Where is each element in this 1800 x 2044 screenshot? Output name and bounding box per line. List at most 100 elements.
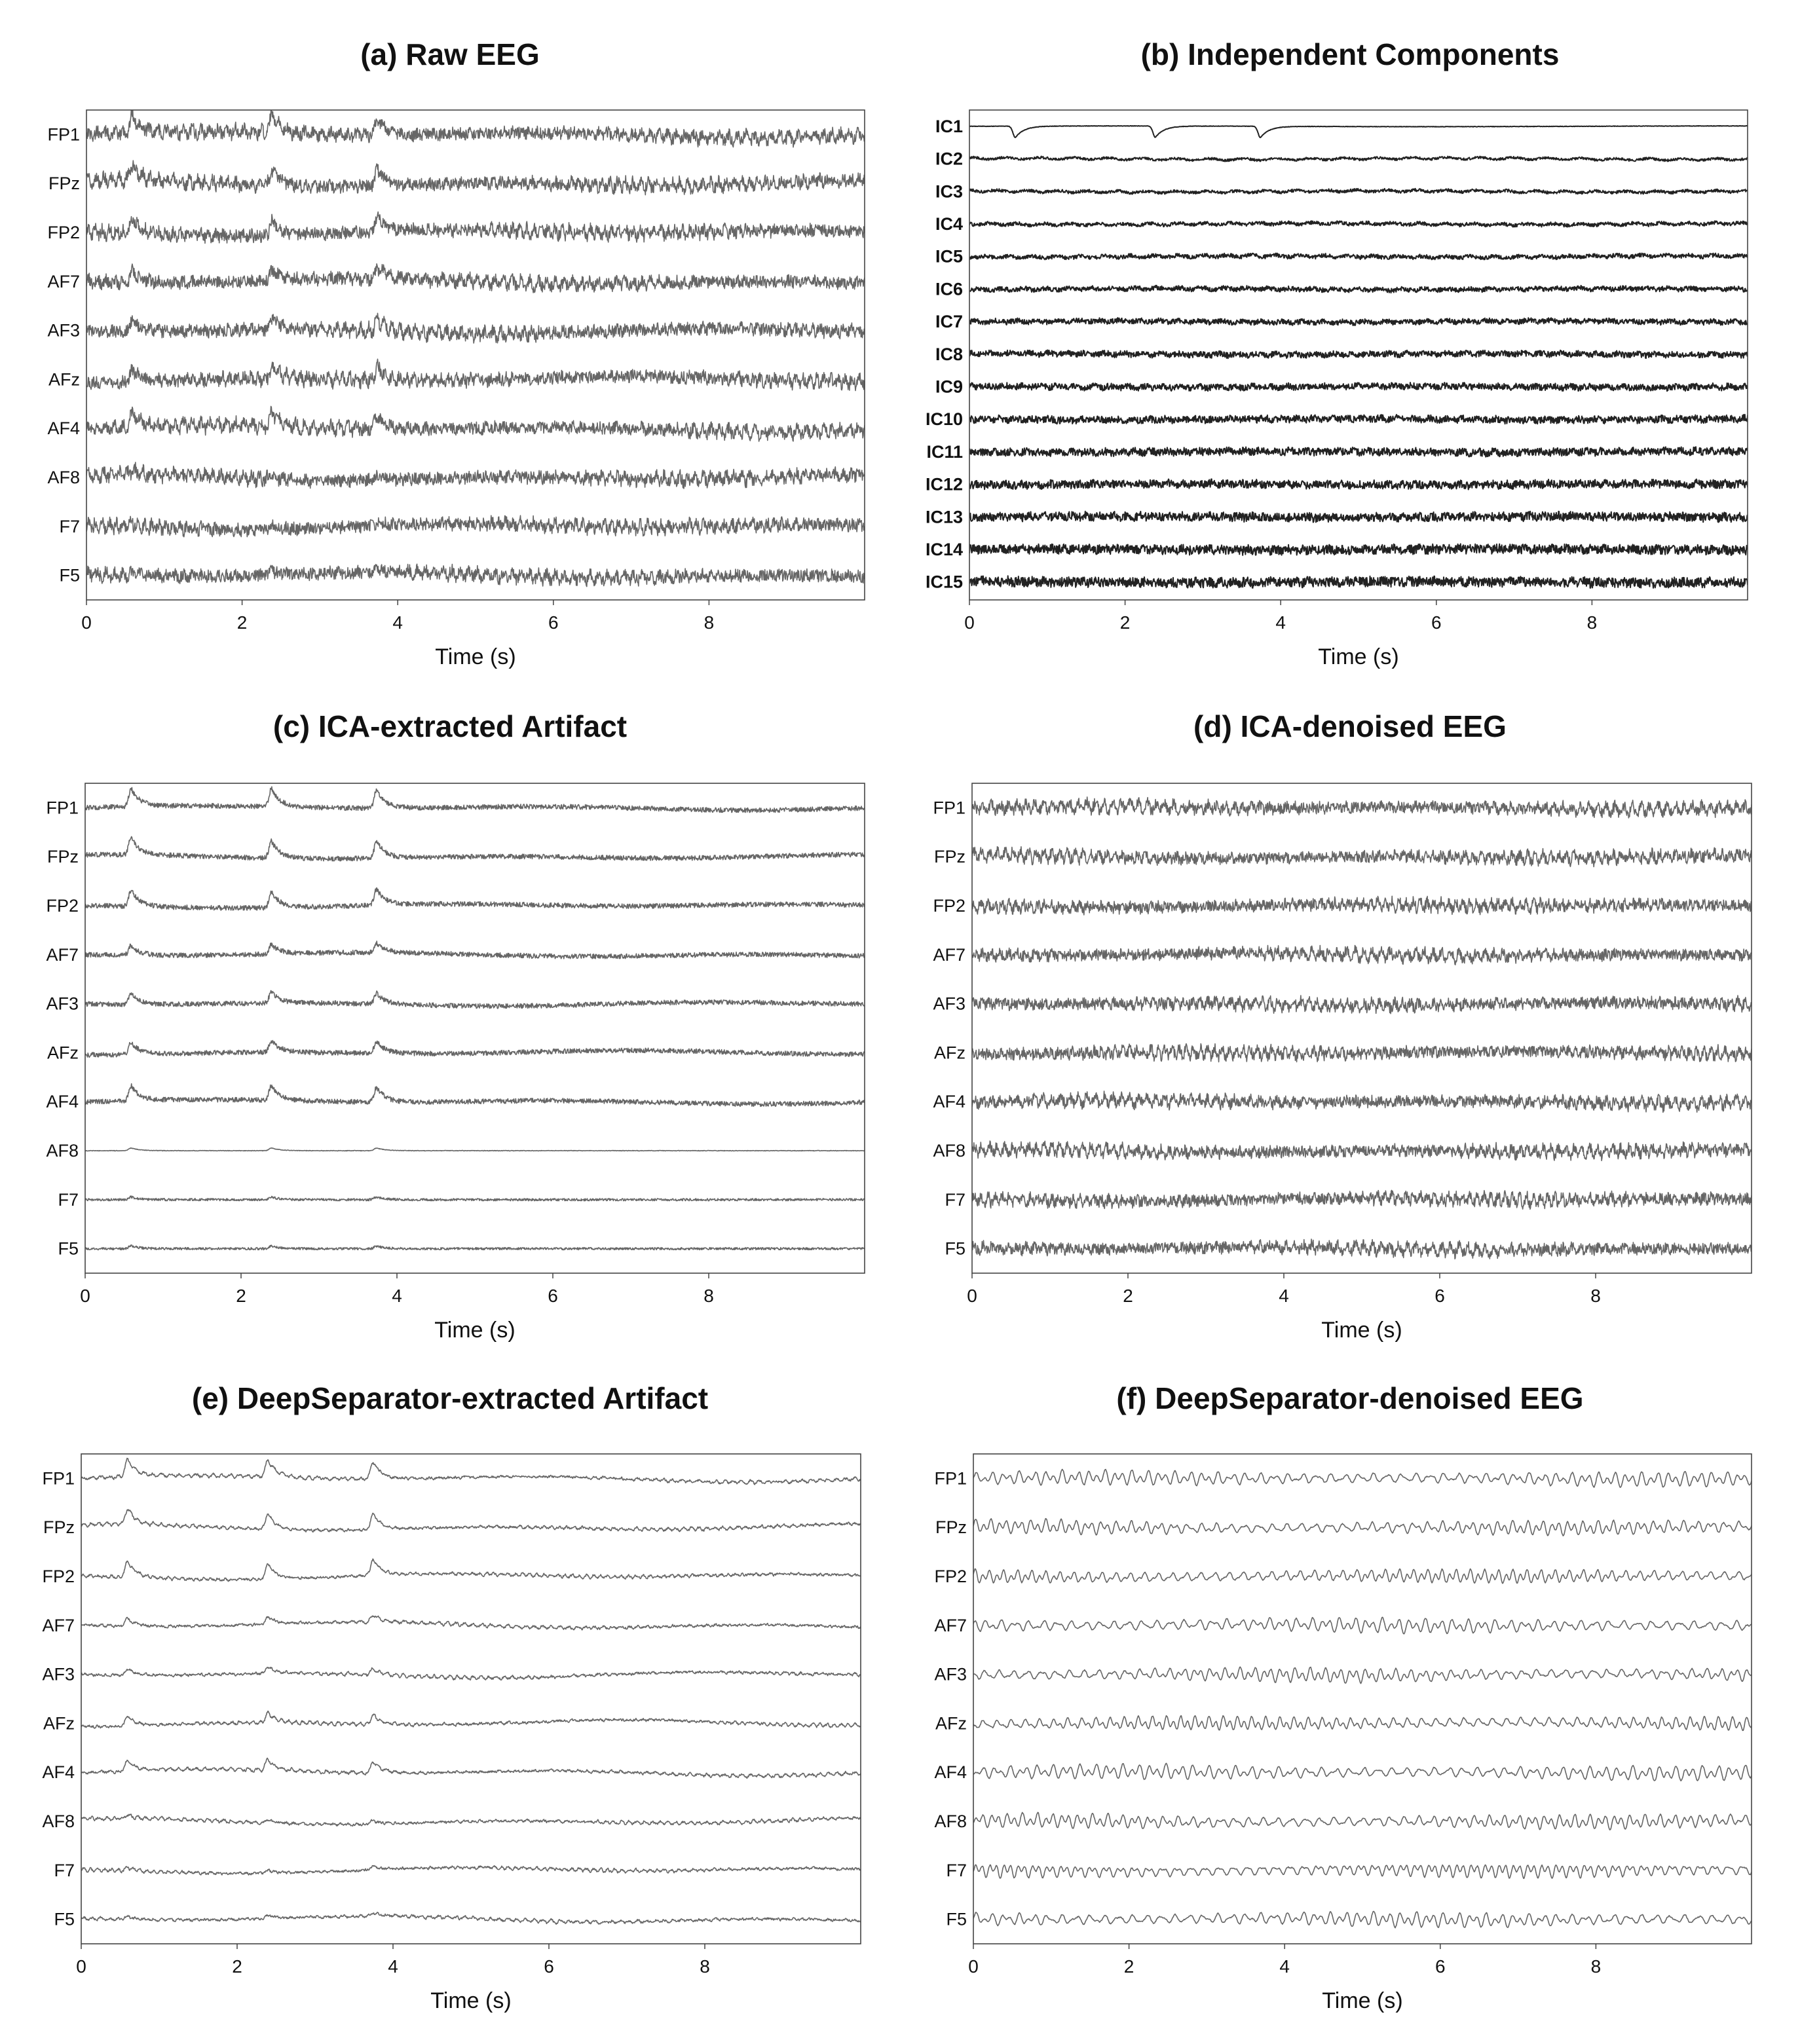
- trace-f7: [972, 1189, 1752, 1210]
- trace-ic9: [969, 382, 1748, 392]
- x-tick-label: 6: [1431, 612, 1442, 633]
- panel-title: (d) ICA-denoised EEG: [1193, 709, 1507, 743]
- plot-frame: [86, 109, 865, 601]
- channel-label: FP1: [42, 1468, 75, 1488]
- trace-ic14: [969, 543, 1748, 556]
- channel-label: AFz: [934, 1043, 966, 1062]
- x-tick-label: 8: [1587, 612, 1598, 633]
- channel-label: AF8: [46, 1141, 79, 1161]
- x-tick-label: 2: [1123, 1286, 1133, 1306]
- trace-af4: [973, 1762, 1752, 1782]
- trace-afz: [81, 1710, 861, 1729]
- trace-af3: [973, 1666, 1752, 1684]
- traces: [85, 786, 865, 1251]
- channel-label: IC9: [935, 377, 963, 396]
- plot-frame: [81, 1453, 861, 1944]
- channel-label: IC7: [935, 312, 963, 331]
- channel-label: AF3: [933, 994, 966, 1014]
- plot-frame: [969, 109, 1748, 601]
- trace-f5: [81, 1911, 861, 1925]
- x-tick-label: 6: [1434, 1286, 1445, 1306]
- channel-label: IC1: [935, 117, 963, 136]
- x-tick-label: 4: [388, 1956, 398, 1977]
- channel-label: F5: [54, 1910, 75, 1929]
- channel-label: AF8: [934, 1812, 967, 1831]
- channel-label: IC2: [935, 149, 963, 169]
- traces: [969, 125, 1748, 589]
- channel-label: AF3: [47, 321, 80, 341]
- x-tick-label: 2: [1120, 612, 1131, 633]
- trace-af4: [972, 1090, 1752, 1113]
- panel-raw-eeg: (a) Raw EEG FP1 FPz FP2 AF7 AF3 AFz AF4 AF8 F7 F5…: [0, 0, 900, 681]
- channel-label: FPz: [43, 1517, 75, 1537]
- trace-fpz: [81, 1509, 861, 1533]
- x-tick-label: 0: [964, 612, 975, 633]
- x-axis-label: Time (s): [1321, 1318, 1402, 1343]
- eeg-plot: FP1 FPz FP2 AF7 AF3 AFz AF4 AF8 F7 F5 0 2 4 6 8 Time (s…: [934, 1453, 1752, 2013]
- channel-label: F5: [59, 566, 80, 585]
- x-axis-label: Time (s): [434, 1318, 515, 1343]
- x-tick-label: 6: [544, 1956, 554, 1977]
- trace-ic4: [969, 220, 1748, 228]
- x-tick-label: 4: [1275, 612, 1286, 633]
- eeg-plot: FP1 FPz FP2 AF7 AF3 AFz AF4 AF8 F7 F5 0 2 4 6 8 Time (s…: [42, 1453, 861, 2013]
- channel-label: AF4: [934, 1762, 967, 1782]
- panel-title: (b) Independent Components: [1140, 37, 1560, 71]
- channel-label: IC5: [935, 247, 963, 267]
- trace-af7: [973, 1616, 1752, 1635]
- traces: [86, 110, 865, 587]
- trace-f7: [973, 1864, 1752, 1880]
- channel-label: AF8: [933, 1141, 966, 1161]
- channel-label: AFz: [47, 1043, 79, 1062]
- trace-af7: [86, 263, 865, 293]
- traces: [81, 1457, 861, 1925]
- trace-fp1: [86, 110, 865, 148]
- trace-af4: [85, 1083, 865, 1107]
- trace-af4: [81, 1757, 861, 1779]
- x-tick-label: 8: [704, 612, 715, 633]
- x-axis-label: Time (s): [430, 1988, 511, 2013]
- traces: [973, 1468, 1752, 1929]
- channel-label: FP2: [934, 1567, 967, 1586]
- trace-ic11: [969, 446, 1748, 458]
- trace-ic1: [969, 125, 1748, 138]
- trace-f5: [85, 1244, 865, 1251]
- trace-ic12: [969, 478, 1748, 491]
- trace-fp1: [81, 1457, 861, 1485]
- channel-label: F5: [946, 1910, 967, 1929]
- traces: [972, 796, 1752, 1260]
- trace-af8: [972, 1140, 1752, 1162]
- trace-ic15: [969, 575, 1748, 589]
- trace-fp1: [972, 796, 1752, 819]
- channel-label: AF7: [46, 945, 79, 965]
- channel-label: F7: [946, 1861, 967, 1880]
- trace-fp1: [973, 1468, 1752, 1488]
- channel-label: AF3: [42, 1665, 75, 1684]
- eeg-plot: FP1 FPz FP2 AF7 AF3 AFz AF4 AF8 F7 F5 0 2 4 6 8 Time (s…: [47, 109, 865, 669]
- trace-ic2: [969, 155, 1748, 162]
- channel-label: F5: [58, 1239, 79, 1259]
- channel-label: FPz: [47, 847, 79, 866]
- trace-afz: [973, 1715, 1752, 1732]
- trace-afz: [972, 1043, 1752, 1063]
- panel-deepseparator-denoised-eeg: (f) DeepSeparator-denoised EEG FP1 FPz FP2…: [900, 1362, 1800, 2044]
- channel-label: AF4: [42, 1762, 75, 1782]
- trace-af7: [972, 944, 1752, 966]
- channel-label: FP1: [933, 798, 966, 817]
- trace-f5: [973, 1910, 1752, 1929]
- trace-ic3: [969, 187, 1748, 195]
- channel-label: F7: [945, 1190, 966, 1210]
- x-axis-label: Time (s): [1318, 644, 1398, 669]
- trace-f5: [972, 1238, 1752, 1260]
- x-tick-label: 0: [76, 1956, 86, 1977]
- trace-fp1: [85, 786, 865, 813]
- channel-label: AFz: [935, 1713, 967, 1733]
- channel-label: IC12: [926, 475, 963, 494]
- trace-fpz: [972, 845, 1752, 868]
- trace-af4: [86, 405, 865, 442]
- trace-f5: [86, 563, 865, 587]
- channel-label: F7: [54, 1861, 75, 1880]
- channel-label: IC10: [926, 409, 963, 429]
- trace-af7: [85, 940, 865, 959]
- trace-ic13: [969, 510, 1748, 523]
